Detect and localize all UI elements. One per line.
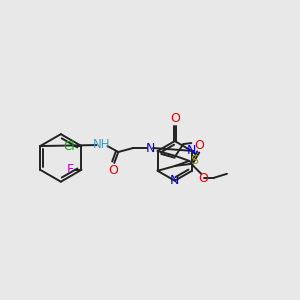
Text: Cl: Cl bbox=[64, 140, 75, 152]
Text: S: S bbox=[190, 154, 198, 167]
Text: N: N bbox=[170, 174, 179, 187]
Text: O: O bbox=[194, 139, 204, 152]
Text: NH: NH bbox=[93, 138, 110, 151]
Text: O: O bbox=[108, 164, 118, 177]
Text: N: N bbox=[187, 145, 196, 158]
Text: F: F bbox=[67, 163, 74, 176]
Text: O: O bbox=[198, 172, 208, 185]
Text: N: N bbox=[145, 142, 155, 154]
Text: O: O bbox=[170, 112, 180, 125]
